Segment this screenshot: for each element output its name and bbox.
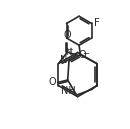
Text: NH: NH — [61, 86, 76, 96]
Text: N: N — [60, 55, 67, 65]
Text: N: N — [65, 48, 71, 57]
Text: O: O — [79, 50, 86, 60]
Text: O: O — [64, 30, 71, 40]
Text: F: F — [94, 18, 100, 28]
Text: O: O — [48, 78, 56, 87]
Text: −: − — [82, 49, 89, 58]
Text: +: + — [67, 47, 73, 53]
